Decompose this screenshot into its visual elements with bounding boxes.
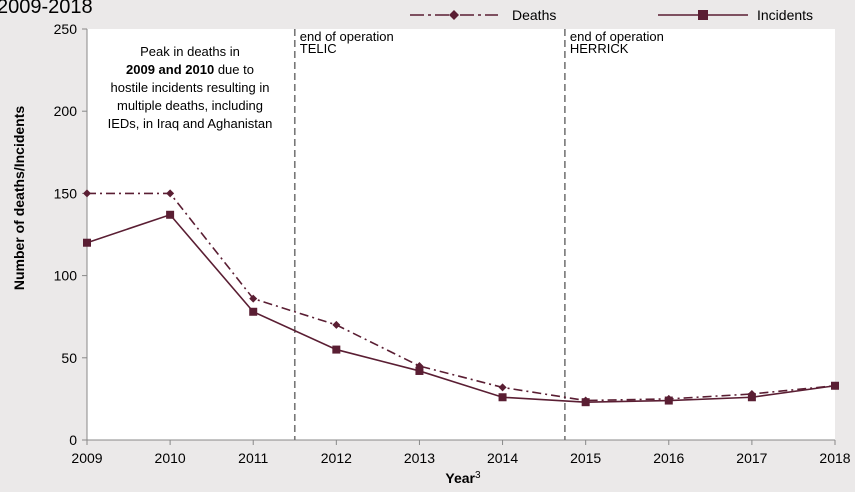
data-point-deaths	[498, 383, 507, 392]
annotation-line-3: hostile incidents resulting in	[111, 80, 270, 95]
data-point-deaths	[249, 294, 258, 303]
annotation-line-4: multiple deaths, including	[117, 98, 263, 113]
series-line-incidents	[86, 213, 836, 403]
data-point-deaths	[83, 189, 91, 198]
x-tick-label: 2014	[487, 450, 518, 466]
legend-label-deaths: Deaths	[512, 7, 556, 23]
y-tick-label: 200	[54, 103, 78, 119]
x-tick-label: 2009	[71, 450, 102, 466]
series-layer	[83, 189, 839, 407]
legend: Deaths Incidents	[410, 7, 813, 23]
x-tick-label: 2012	[321, 450, 352, 466]
x-tick-label: 2017	[736, 450, 767, 466]
legend-marker-incidents	[698, 10, 708, 20]
legend-label-incidents: Incidents	[757, 7, 813, 23]
legend-marker-deaths	[449, 10, 459, 20]
annotation-line-2: 2009 and 2010 due to	[126, 62, 254, 77]
x-tick-label: 2010	[155, 450, 186, 466]
y-tick-label: 150	[54, 185, 78, 201]
x-tick-label: 2016	[653, 450, 684, 466]
data-point-incidents	[581, 398, 590, 407]
axes: 0 50 100 150 200 250 2009 2010 2011 2012 2013 2014 2…	[11, 21, 851, 486]
plot-area	[87, 29, 835, 440]
y-tick-label: 250	[54, 21, 78, 37]
x-tick-label: 2013	[404, 450, 435, 466]
annotation-line-5: IEDs, in Iraq and Aghanistan	[108, 116, 273, 131]
chart-title: 2009-2018	[0, 0, 93, 18]
data-point-incidents	[747, 393, 756, 402]
reference-label-1-line2: TELIC	[300, 41, 337, 56]
y-tick-label: 50	[61, 350, 77, 366]
data-point-incidents	[332, 345, 341, 354]
data-point-incidents	[249, 307, 258, 316]
x-tick-label: 2015	[570, 450, 601, 466]
y-tick-label: 0	[69, 432, 77, 448]
x-tick-label: 2011	[238, 450, 268, 466]
data-point-incidents	[831, 381, 839, 390]
x-axis-title: Year3	[445, 470, 481, 487]
annotation: Peak in deaths in 2009 and 2010 due to hos…	[108, 44, 273, 131]
data-point-deaths	[332, 320, 341, 329]
annotation-line-1: Peak in deaths in	[140, 44, 240, 59]
data-point-deaths	[166, 189, 175, 198]
reference-label-2-line1: end of operation	[570, 29, 664, 44]
reference-label-1-line1: end of operation	[300, 29, 394, 44]
data-point-incidents	[498, 393, 507, 402]
data-point-incidents	[415, 366, 424, 375]
y-axis-title: Number of deaths/Incidents	[11, 106, 27, 291]
data-point-incidents	[664, 396, 673, 405]
reference-label-2-line2: HERRICK	[570, 41, 629, 56]
x-tick-label: 2018	[819, 450, 850, 466]
y-tick-label: 100	[54, 268, 78, 284]
series-line-deaths	[87, 192, 836, 402]
data-point-incidents	[83, 238, 91, 247]
data-point-incidents	[166, 210, 175, 219]
